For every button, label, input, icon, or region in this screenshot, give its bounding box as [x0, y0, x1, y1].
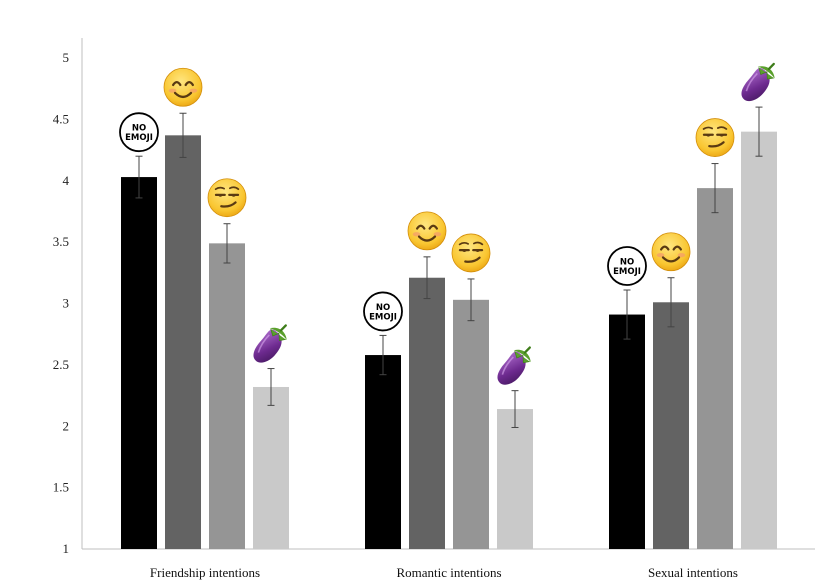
smiling-face-emoji-icon	[651, 232, 691, 272]
bar	[609, 314, 645, 549]
bar	[409, 277, 445, 549]
error-bar	[379, 334, 387, 376]
category-label: Sexual intentions	[648, 565, 738, 580]
error-bar	[711, 163, 719, 214]
bar	[209, 243, 245, 550]
y-tick-label: 4	[63, 173, 70, 188]
error-bar	[623, 289, 631, 340]
error-bar	[667, 277, 675, 328]
y-tick-label: 1	[63, 541, 70, 556]
bar	[121, 177, 157, 549]
y-tick-label: 3.5	[53, 234, 69, 249]
smirking-face-emoji-icon	[207, 178, 247, 218]
bars	[121, 131, 777, 550]
axes: 1 1.5 2 2.5 3 3.5 4 4.5 5 Friendship intentions Ro…	[53, 38, 815, 580]
error-bar	[423, 256, 431, 300]
error-bars	[135, 106, 763, 428]
error-bar	[755, 106, 763, 157]
bar	[453, 299, 489, 549]
smiling-face-emoji-icon	[163, 67, 203, 107]
y-tick-label: 1.5	[53, 480, 69, 495]
bar	[165, 135, 201, 549]
y-tick-label: 2.5	[53, 357, 69, 372]
no-emoji-label: NO	[132, 124, 146, 134]
bar	[253, 386, 289, 549]
eggplant-emoji-icon	[497, 346, 531, 385]
eggplant-emoji-icon	[741, 62, 775, 102]
error-bar	[467, 278, 475, 322]
y-tick-label: 4.5	[53, 111, 69, 126]
error-bar	[179, 112, 187, 158]
y-tick-label: 5	[63, 50, 70, 65]
bar	[741, 131, 777, 549]
bar	[497, 409, 533, 549]
bar	[653, 302, 689, 549]
error-bar	[135, 155, 143, 199]
y-tick-label: 2	[63, 418, 70, 433]
smirking-face-emoji-icon	[695, 118, 735, 157]
error-bar	[223, 223, 231, 264]
eggplant-emoji-icon	[253, 324, 287, 363]
no-emoji-label: NO	[620, 257, 634, 267]
bar	[365, 355, 401, 549]
no-emoji-label: NO	[376, 303, 390, 313]
category-label: Friendship intentions	[150, 565, 260, 580]
category-label: Romantic intentions	[396, 565, 501, 580]
bar	[697, 188, 733, 550]
error-bar	[511, 390, 519, 428]
no-emoji-label: EMOJI	[369, 312, 397, 322]
smirking-face-emoji-icon	[451, 233, 491, 273]
error-bar	[267, 368, 275, 406]
y-tick-label: 3	[63, 296, 70, 311]
no-emoji-label: EMOJI	[613, 267, 641, 277]
no-emoji-label: EMOJI	[125, 133, 153, 143]
smiling-face-emoji-icon	[407, 211, 447, 251]
